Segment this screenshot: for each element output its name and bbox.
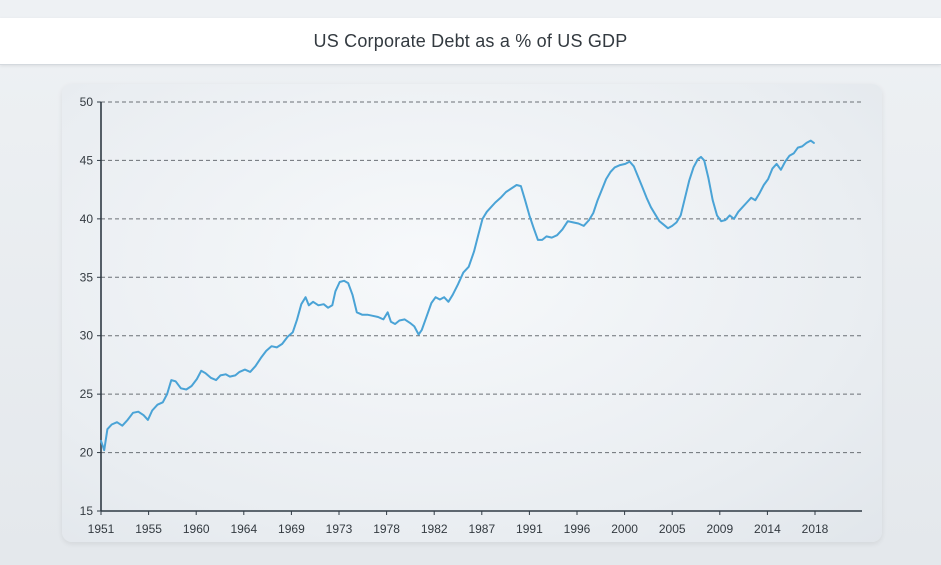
y-tick-label: 20 <box>80 446 94 460</box>
series <box>100 139 815 452</box>
x-tick-label: 1982 <box>421 522 448 536</box>
series-line-0 <box>100 139 815 452</box>
x-tick-label: 1978 <box>373 522 400 536</box>
y-tick-label: 25 <box>80 387 94 401</box>
x-tick-labels: 1951 1955 1960 1964 1969 1973 1978 1982 1987 1991… <box>88 522 829 536</box>
y-tick-label: 30 <box>80 329 94 343</box>
chart-title: US Corporate Debt as a % of US GDP <box>313 30 628 51</box>
x-tick-label: 2018 <box>802 522 829 536</box>
y-tick-label: 50 <box>80 95 94 109</box>
y-tick-label: 45 <box>80 153 94 167</box>
x-tick-label: 1987 <box>468 522 495 536</box>
title-bar: US Corporate Debt as a % of US GDP <box>0 18 941 65</box>
x-tick-label: 2000 <box>611 522 638 536</box>
y-tick-label: 35 <box>80 270 94 284</box>
x-tick-label: 2009 <box>706 522 733 536</box>
grid-lines <box>101 101 862 454</box>
y-tick-label: 40 <box>80 212 94 226</box>
x-tick-label: 1991 <box>516 522 543 536</box>
x-tick-label: 2014 <box>754 522 781 536</box>
x-tick-label: 1969 <box>278 522 305 536</box>
x-tick-label: 1960 <box>183 522 210 536</box>
x-tick-label: 1973 <box>326 522 353 536</box>
x-tick-label: 2005 <box>659 522 686 536</box>
x-tick-label: 1951 <box>88 522 115 536</box>
y-tick-labels: 15 20 25 30 35 40 45 50 <box>80 95 94 518</box>
x-tick-label: 1955 <box>135 522 162 536</box>
x-tick-label: 1996 <box>564 522 591 536</box>
x-tick-label: 1964 <box>230 522 257 536</box>
y-tick-label: 15 <box>80 504 94 518</box>
